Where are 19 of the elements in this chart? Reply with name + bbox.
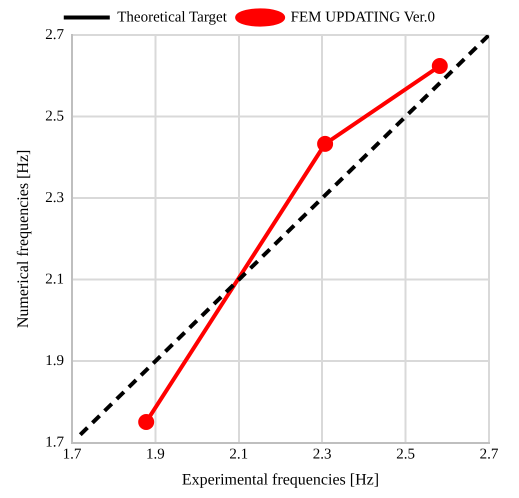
x-tick-label: 2.7 bbox=[480, 446, 499, 463]
point bbox=[138, 414, 154, 430]
x-tick-label: 1.9 bbox=[146, 446, 165, 463]
legend-label: FEM UPDATING Ver.0 bbox=[290, 9, 435, 26]
y-tick-label: 2.5 bbox=[45, 108, 64, 124]
x-tick-label: 2.5 bbox=[396, 446, 415, 463]
x-axis-title: Experimental frequencies [Hz] bbox=[182, 472, 380, 489]
x-tick-label: 2.1 bbox=[229, 446, 248, 463]
x-tick-label: 1.7 bbox=[62, 446, 82, 463]
x-tick-label: 2.3 bbox=[312, 446, 332, 463]
y-tick-label: 1.7 bbox=[45, 434, 64, 451]
y-tick-label: 2.7 bbox=[45, 26, 64, 43]
y-tick-label: 2.1 bbox=[45, 272, 64, 288]
point bbox=[317, 136, 334, 152]
y-axis-title: Numerical frequencies [Hz] bbox=[14, 150, 32, 328]
y-tick-label: 1.9 bbox=[45, 353, 64, 370]
point bbox=[432, 58, 448, 74]
y-tick-label: 2.3 bbox=[45, 190, 64, 206]
legend-label: Theoretical Target bbox=[117, 9, 228, 26]
